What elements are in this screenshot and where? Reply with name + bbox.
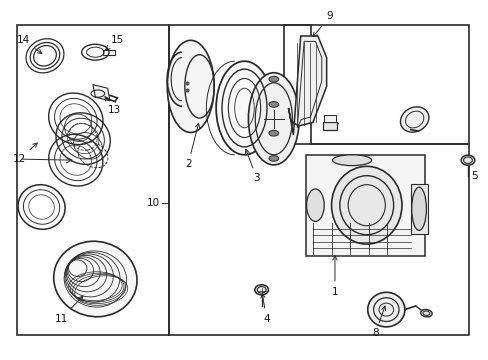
Ellipse shape <box>331 166 401 244</box>
Text: 15: 15 <box>105 35 124 50</box>
Ellipse shape <box>460 155 474 165</box>
Bar <box>322 122 337 130</box>
Text: 14: 14 <box>17 35 42 54</box>
Text: 1: 1 <box>331 256 338 297</box>
Text: 6: 6 <box>416 116 423 126</box>
Ellipse shape <box>54 241 137 317</box>
Ellipse shape <box>248 73 299 165</box>
Bar <box>324 115 335 122</box>
Bar <box>283 25 468 144</box>
Polygon shape <box>288 36 326 135</box>
Ellipse shape <box>268 102 278 107</box>
Bar <box>410 184 427 234</box>
Ellipse shape <box>367 292 404 327</box>
Ellipse shape <box>332 155 371 166</box>
Ellipse shape <box>420 310 431 317</box>
Text: 5: 5 <box>470 171 477 181</box>
Bar <box>17 25 168 335</box>
Text: 9: 9 <box>312 11 333 37</box>
Text: 2: 2 <box>184 123 199 169</box>
Ellipse shape <box>268 76 278 82</box>
Text: 10: 10 <box>147 198 160 208</box>
Bar <box>102 50 115 55</box>
Text: 8: 8 <box>371 306 385 338</box>
Text: 7: 7 <box>327 123 338 133</box>
Text: 11: 11 <box>54 296 82 324</box>
Text: 12: 12 <box>13 143 37 164</box>
Polygon shape <box>305 155 425 256</box>
Ellipse shape <box>216 61 272 155</box>
Ellipse shape <box>268 156 278 161</box>
Ellipse shape <box>268 130 278 136</box>
Ellipse shape <box>306 189 324 221</box>
Text: 4: 4 <box>261 294 269 324</box>
Ellipse shape <box>254 285 268 295</box>
Text: 3: 3 <box>245 149 260 183</box>
Ellipse shape <box>411 187 426 230</box>
Text: 13: 13 <box>105 97 122 115</box>
Polygon shape <box>93 85 110 101</box>
Ellipse shape <box>400 107 428 132</box>
Ellipse shape <box>167 40 214 132</box>
